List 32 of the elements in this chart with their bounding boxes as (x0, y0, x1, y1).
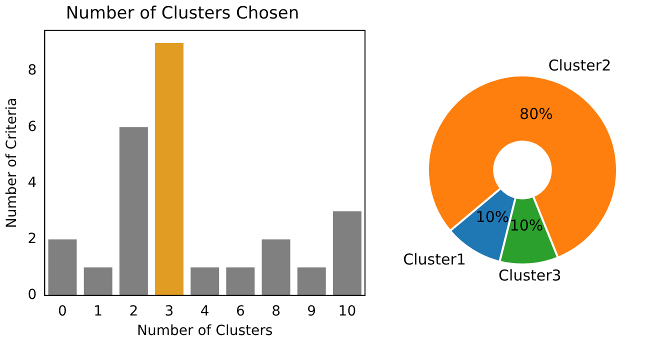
x-tick-label: 10 (338, 303, 356, 320)
bar (262, 239, 290, 296)
x-tick-label: 3 (164, 303, 174, 320)
chart-title: Number of Clusters Chosen (66, 4, 300, 24)
y-tick-label: 2 (28, 230, 37, 247)
slice-label: Cluster3 (498, 266, 562, 284)
bar (332, 211, 362, 296)
bar (84, 267, 112, 296)
x-tick-label: 2 (129, 303, 138, 320)
bar (155, 43, 184, 296)
bar (226, 267, 255, 296)
x-tick-label: 8 (272, 303, 280, 320)
x-tick-label: 1 (94, 303, 103, 320)
x-tick-label: 0 (58, 303, 67, 320)
bar (190, 267, 220, 296)
x-tick-label: 4 (200, 303, 210, 320)
data-label: 10% (476, 208, 510, 226)
y-tick-label: 8 (28, 62, 37, 79)
data-label: 10% (510, 216, 544, 234)
slice-label: Cluster2 (548, 56, 612, 74)
y-tick-label: 0 (28, 287, 37, 304)
bar (48, 239, 77, 296)
x-tick-label: 6 (236, 303, 245, 320)
y-axis-title: Number of Criteria (4, 98, 20, 228)
data-label: 80% (520, 104, 553, 123)
bar (119, 127, 148, 296)
slice-label: Cluster1 (403, 250, 466, 268)
bar (297, 267, 326, 296)
x-axis-title: Number of Clusters (137, 323, 273, 340)
y-tick-label: 6 (28, 118, 37, 135)
x-tick-label: 9 (307, 303, 316, 320)
y-tick-label: 4 (28, 174, 37, 191)
